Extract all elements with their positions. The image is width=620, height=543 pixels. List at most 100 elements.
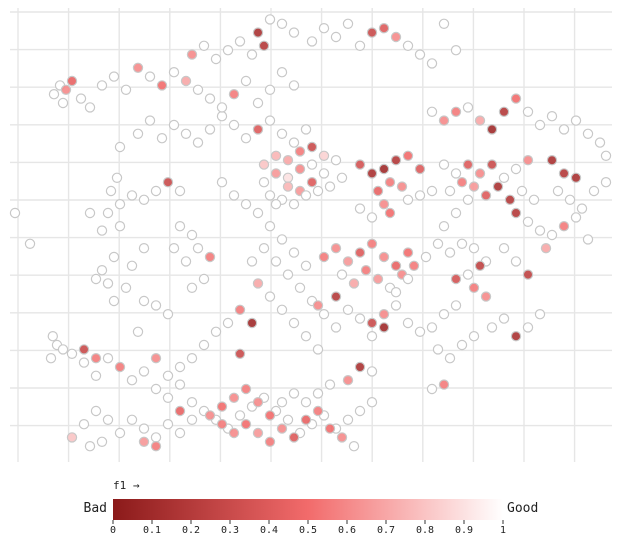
data-point — [450, 106, 462, 118]
data-point — [132, 62, 144, 74]
data-point — [324, 181, 336, 192]
data-point — [534, 225, 546, 236]
data-point — [192, 84, 204, 96]
data-point — [126, 190, 138, 201]
data-point — [258, 40, 270, 52]
data-point — [558, 124, 570, 135]
data-point — [414, 163, 426, 175]
data-point — [306, 159, 318, 170]
data-point — [57, 97, 69, 109]
scatter-plot — [9, 8, 612, 462]
grid-lines — [10, 8, 612, 462]
data-point — [228, 190, 240, 201]
data-point — [468, 331, 480, 342]
data-point — [402, 273, 414, 285]
data-point — [144, 71, 156, 82]
data-point — [66, 348, 78, 359]
data-point — [204, 410, 216, 421]
data-point — [432, 344, 444, 355]
data-point — [414, 49, 426, 60]
data-point — [498, 313, 510, 324]
data-point — [300, 260, 312, 271]
data-point — [426, 383, 438, 395]
data-point — [240, 132, 252, 144]
data-point — [66, 432, 78, 443]
data-point — [102, 353, 114, 364]
data-point — [402, 40, 414, 52]
data-point — [186, 282, 198, 293]
legend-tick-label: 0.4 — [260, 525, 278, 536]
data-point — [318, 309, 330, 320]
data-point — [582, 128, 594, 139]
data-point — [162, 309, 174, 320]
data-point — [420, 251, 432, 263]
data-point — [354, 313, 366, 324]
data-point — [486, 124, 498, 135]
data-point — [426, 322, 438, 333]
data-point — [378, 23, 390, 34]
data-point — [114, 361, 126, 373]
data-point — [510, 331, 522, 342]
data-point — [252, 124, 264, 135]
data-point — [75, 93, 87, 104]
data-point — [162, 419, 174, 430]
data-point — [336, 172, 348, 183]
data-point — [192, 137, 204, 148]
data-point — [57, 344, 69, 355]
data-point — [540, 242, 552, 254]
data-point — [354, 203, 366, 214]
data-point — [228, 119, 240, 131]
data-point — [198, 339, 210, 351]
data-point — [96, 265, 108, 276]
data-point — [474, 260, 486, 271]
data-point — [102, 278, 114, 289]
data-point — [504, 194, 516, 205]
data-point — [480, 190, 492, 201]
data-point — [426, 106, 438, 118]
data-point — [198, 40, 210, 52]
data-point — [111, 172, 123, 183]
data-points — [9, 14, 612, 452]
data-point — [426, 58, 438, 69]
data-point — [450, 45, 462, 56]
data-point — [468, 242, 480, 254]
data-point — [450, 300, 462, 311]
data-point — [186, 229, 198, 241]
data-point — [294, 146, 306, 157]
data-point — [600, 176, 612, 188]
data-point — [600, 150, 612, 161]
data-point — [282, 172, 294, 183]
data-point — [324, 379, 336, 390]
legend-ticks: 0 0.1 0.2 0.3 0.4 0.5 0.6 0.7 0.8 0.9 1 — [110, 520, 506, 536]
data-point — [90, 405, 102, 417]
data-point — [216, 176, 228, 188]
data-point — [402, 247, 414, 258]
data-point — [318, 23, 330, 34]
data-point — [204, 124, 216, 135]
data-point — [186, 397, 198, 408]
data-point — [312, 185, 324, 197]
data-point — [594, 137, 606, 148]
data-point — [402, 317, 414, 329]
data-point — [162, 392, 174, 403]
data-point — [456, 339, 468, 351]
data-point — [240, 383, 252, 395]
data-point — [414, 190, 426, 201]
data-point — [330, 291, 342, 302]
data-point — [402, 150, 414, 161]
data-point — [108, 71, 120, 82]
data-point — [300, 414, 312, 425]
legend-tick-label: 1 — [500, 525, 506, 536]
data-point — [366, 366, 378, 377]
data-point — [372, 185, 384, 197]
legend-tick-label: 0.6 — [338, 525, 356, 536]
data-point — [366, 168, 378, 179]
data-point — [114, 198, 126, 210]
data-point — [252, 207, 264, 219]
data-point — [444, 247, 456, 258]
data-point — [492, 181, 504, 192]
data-point — [444, 185, 456, 197]
data-point — [534, 309, 546, 320]
data-point — [150, 300, 162, 311]
data-point — [462, 159, 474, 170]
